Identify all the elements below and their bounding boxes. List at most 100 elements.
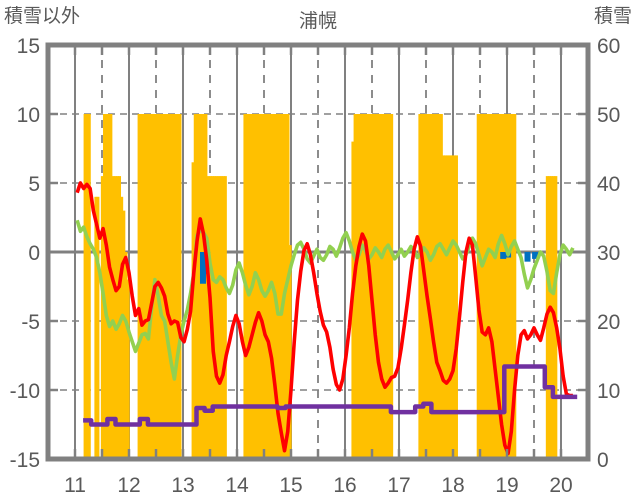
snow-depth-bar xyxy=(215,176,219,459)
snow-depth-bar xyxy=(256,114,260,459)
snow-depth-bar xyxy=(111,176,115,459)
snow-depth-bar xyxy=(383,114,387,459)
chart-title: 浦幌 xyxy=(299,10,337,32)
snow-depth-bar xyxy=(118,176,122,459)
snow-depth-bar xyxy=(103,114,106,459)
left-axis-tick-label: 10 xyxy=(17,104,40,127)
x-axis-tick-label: 17 xyxy=(387,474,410,497)
snow-depth-bar xyxy=(87,114,91,459)
snow-depth-bar xyxy=(174,114,178,459)
snow-depth-bar xyxy=(442,155,446,459)
snow-depth-bar xyxy=(509,114,512,459)
x-axis-tick-label: 15 xyxy=(279,474,302,497)
left-axis-tick-label: 0 xyxy=(28,242,40,265)
snow-depth-bar xyxy=(195,114,199,459)
snow-depth-bar xyxy=(109,114,113,459)
other-precip-bar xyxy=(532,252,539,259)
right-axis-tick-label: 0 xyxy=(597,449,609,472)
snow-depth-bar xyxy=(150,114,154,459)
snow-depth-bar xyxy=(165,114,169,459)
snow-depth-bar xyxy=(219,176,223,459)
snow-depth-bar xyxy=(105,114,109,459)
left-axis-tick-label: -15 xyxy=(10,449,40,472)
snow-depth-bar xyxy=(94,196,98,460)
snow-depth-bar xyxy=(141,114,145,459)
snow-depth-bar xyxy=(200,114,204,459)
snow-depth-bar xyxy=(483,114,487,459)
snow-depth-bar xyxy=(489,114,493,459)
snow-depth-bar xyxy=(144,114,147,459)
snow-depth-bar xyxy=(176,114,180,459)
snow-depth-bar xyxy=(448,155,452,459)
snow-depth-bar xyxy=(247,114,251,459)
other-precip-bar xyxy=(500,252,507,259)
snow-depth-bar xyxy=(362,114,366,459)
snow-depth-bar xyxy=(107,114,111,459)
x-axis-tick-label: 16 xyxy=(333,474,356,497)
snow-depth-bar xyxy=(204,114,208,459)
snow-depth-bar xyxy=(481,114,484,459)
snow-depth-bar xyxy=(435,114,439,459)
snow-depth-bar xyxy=(375,114,379,459)
snow-depth-bar xyxy=(85,114,89,459)
snow-depth-bar xyxy=(275,114,279,459)
snow-depth-bar xyxy=(513,114,517,459)
snow-depth-bar xyxy=(223,176,227,459)
snow-depth-bar xyxy=(161,114,165,459)
snow-depth-bar xyxy=(496,114,500,459)
right-axis-caption: 積雪 xyxy=(594,5,632,27)
snow-depth-bar xyxy=(273,114,277,459)
right-axis-tick-label: 60 xyxy=(597,35,620,58)
snow-depth-bar xyxy=(83,114,87,459)
max-temp-line xyxy=(75,181,573,456)
left-axis-tick-label: 5 xyxy=(28,173,40,196)
x-axis-tick-label: 13 xyxy=(171,474,194,497)
snow-depth-bar xyxy=(431,114,435,459)
snow-depth-bar xyxy=(137,114,141,459)
snow-depth-bar xyxy=(498,114,502,459)
snow-depth-bar xyxy=(167,114,171,459)
snow-depth-bar xyxy=(163,114,167,459)
snow-depth-bar xyxy=(277,114,281,459)
snow-depth-bar xyxy=(355,114,359,459)
snow-depth-bar xyxy=(379,114,383,459)
snow-depth-bar xyxy=(169,114,173,459)
right-axis-tick-label: 10 xyxy=(597,380,620,403)
snow-depth-bar xyxy=(122,210,126,459)
snow-depth-bar xyxy=(198,114,201,459)
x-axis-tick-label: 11 xyxy=(64,474,86,497)
snow-depth-bar xyxy=(418,114,422,459)
snow-depth-bar xyxy=(388,114,392,459)
snow-depth-bar xyxy=(206,176,210,459)
snow-depth-bar xyxy=(450,155,454,459)
left-axis-caption: 積雪以外 xyxy=(4,5,80,27)
right-axis-tick-label: 20 xyxy=(597,311,620,334)
snow-depth-bar xyxy=(377,114,381,459)
snow-depth-bar xyxy=(511,114,515,459)
snow-depth-bar xyxy=(124,252,128,459)
left-axis-tick-label: -5 xyxy=(21,311,40,334)
snow-depth-bar xyxy=(193,114,197,459)
snow-depth-bar xyxy=(452,155,456,459)
snow-depth-bar xyxy=(446,155,450,459)
axis-ticks xyxy=(48,45,588,459)
snow-depth-bar xyxy=(280,114,284,459)
snow-depth-bar xyxy=(550,176,554,459)
snow-depth-bar xyxy=(115,176,119,459)
snow-depth-bar xyxy=(120,196,124,460)
snow-depth-bar xyxy=(288,245,292,459)
snow-depth-bar xyxy=(455,155,458,459)
snow-depth-bar xyxy=(506,114,510,459)
snow-depth-bar xyxy=(202,114,206,459)
snow-depth-bar xyxy=(420,114,424,459)
left-axis-tick-label: -10 xyxy=(10,380,40,403)
snow-depth-bar xyxy=(478,114,482,459)
snow-depth-bar xyxy=(500,114,504,459)
snow-depth-bar xyxy=(381,114,385,459)
snow-depth-bar xyxy=(444,155,448,459)
snow-depth-bar xyxy=(437,114,441,459)
snow-depth-bar xyxy=(146,114,150,459)
snow-depth-bar xyxy=(390,114,394,459)
